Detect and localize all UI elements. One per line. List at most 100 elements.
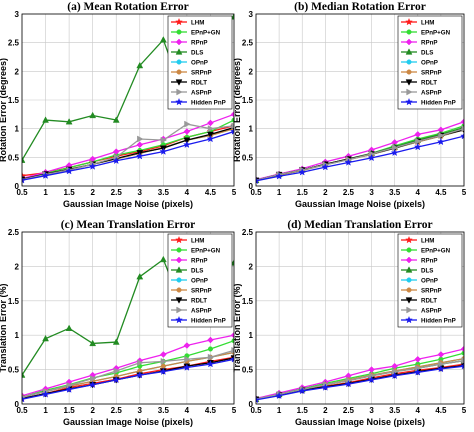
data-point	[182, 140, 191, 149]
data-point	[137, 135, 144, 143]
data-point	[367, 153, 376, 162]
legend-label: LHM	[191, 237, 204, 244]
x-tick-label: 1.5	[297, 406, 309, 415]
y-tick-label: 0.5	[8, 153, 20, 162]
legend-marker	[406, 29, 412, 35]
x-tick-label: 0.5	[16, 406, 28, 415]
data-point	[367, 375, 376, 384]
y-axis-label: Rotation Error (degrees)	[0, 58, 8, 162]
legend-entry: LHM	[401, 17, 434, 26]
series-line	[22, 119, 234, 180]
legend-entry: RPnP	[401, 38, 438, 46]
y-tick-label: 2.5	[8, 39, 20, 48]
legend-label: Hidden PnP	[421, 99, 456, 106]
data-point	[344, 158, 353, 166]
x-tick-label: 3	[138, 406, 143, 415]
legend-marker	[405, 17, 413, 26]
y-tick-label: 1.5	[8, 297, 20, 306]
y-tick-label: 0.5	[242, 153, 254, 162]
y-tick-label: 2	[249, 262, 254, 271]
x-tick-label: 3	[138, 188, 143, 197]
legend-label: OPnP	[421, 59, 438, 66]
legend-entry: ASPnP	[401, 306, 442, 314]
data-point	[321, 162, 330, 171]
legend: LHM EPnP+GN RPnP DLS OPnP SRPnP RDLT ASPnP Hidde…	[167, 233, 233, 328]
legend-label: Hidden PnP	[191, 317, 226, 324]
legend-marker	[176, 247, 182, 253]
data-point	[41, 390, 50, 398]
data-point	[461, 125, 464, 133]
legend-entry: DLS	[171, 266, 203, 274]
x-tick-label: 2	[323, 188, 328, 197]
data-point	[206, 134, 215, 143]
data-point	[22, 176, 26, 184]
data-point	[90, 375, 97, 382]
legend-label: RPnP	[421, 257, 438, 264]
chart-title: (c) Mean Translation Error	[61, 219, 195, 231]
data-point	[112, 116, 120, 123]
series-hidden-pnp	[256, 131, 464, 185]
data-point	[65, 166, 74, 175]
data-point	[460, 131, 464, 140]
legend-label: RDLT	[191, 297, 207, 304]
data-point	[207, 346, 213, 352]
data-point	[230, 331, 234, 339]
x-tick-label: 1	[43, 406, 48, 415]
y-tick-label: 1	[15, 331, 20, 340]
series-line	[256, 121, 464, 181]
legend-entry: RDLT	[171, 297, 207, 304]
legend-entry: RPnP	[171, 38, 208, 46]
chart-title: (b) Median Rotation Error	[294, 1, 426, 13]
series-line	[22, 349, 234, 398]
data-point	[275, 172, 284, 180]
x-tick-label: 5	[462, 188, 467, 197]
data-point	[112, 338, 120, 345]
data-point	[136, 61, 144, 69]
data-point	[230, 110, 234, 118]
data-point	[22, 156, 26, 163]
series-line	[256, 365, 464, 401]
legend-entry: Hidden PnP	[171, 97, 226, 106]
data-point	[159, 36, 167, 43]
legend-label: DLS	[421, 267, 433, 274]
data-point	[460, 118, 464, 126]
chart-title: (a) Mean Rotation Error	[67, 1, 188, 13]
data-point	[22, 395, 26, 403]
x-tick-label: 4	[416, 406, 421, 415]
y-tick-label: 0	[15, 400, 20, 409]
x-tick-label: 3	[369, 188, 374, 197]
y-tick-label: 1.5	[8, 96, 20, 105]
data-point	[207, 336, 214, 344]
legend-entry: EPnP+GN	[401, 29, 451, 36]
x-tick-label: 1.5	[64, 406, 76, 415]
legend-label: EPnP+GN	[421, 247, 451, 254]
y-tick-label: 0	[249, 400, 254, 409]
legend-entry: RDLT	[401, 79, 437, 86]
series-line	[256, 135, 464, 182]
legend-marker	[176, 88, 183, 96]
data-point	[42, 334, 49, 342]
y-tick-label: 2.5	[242, 39, 254, 48]
series-rpnp	[22, 331, 234, 400]
y-tick-label: 1.5	[242, 297, 254, 306]
legend-marker	[405, 97, 413, 106]
legend-entry: OPnP	[171, 59, 208, 66]
legend-label: SRPnP	[191, 69, 212, 76]
data-point	[390, 371, 399, 380]
series-line	[22, 334, 234, 397]
legend-marker	[175, 235, 183, 244]
legend-marker	[176, 277, 182, 283]
legend-entry: Hidden PnP	[171, 315, 226, 324]
legend-marker	[176, 29, 182, 35]
legend-entry: SRPnP	[171, 69, 212, 76]
x-axis-label: Gaussian Image Noise (pixels)	[295, 199, 425, 209]
x-tick-label: 4.5	[435, 406, 447, 415]
legend-entry: ASPnP	[171, 306, 212, 314]
data-point	[231, 122, 234, 130]
series-line	[256, 128, 464, 181]
chart-panel-4: 0.5 1 1.5 2 2.5 3 3.5 4 4.5 500.511.522.5(d) Medi…	[232, 219, 467, 427]
x-tick-label: 2	[90, 406, 95, 415]
series-aspnp	[22, 346, 234, 400]
chart-title: (d) Median Translation Error	[287, 219, 432, 231]
legend-entry: SRPnP	[401, 69, 442, 76]
